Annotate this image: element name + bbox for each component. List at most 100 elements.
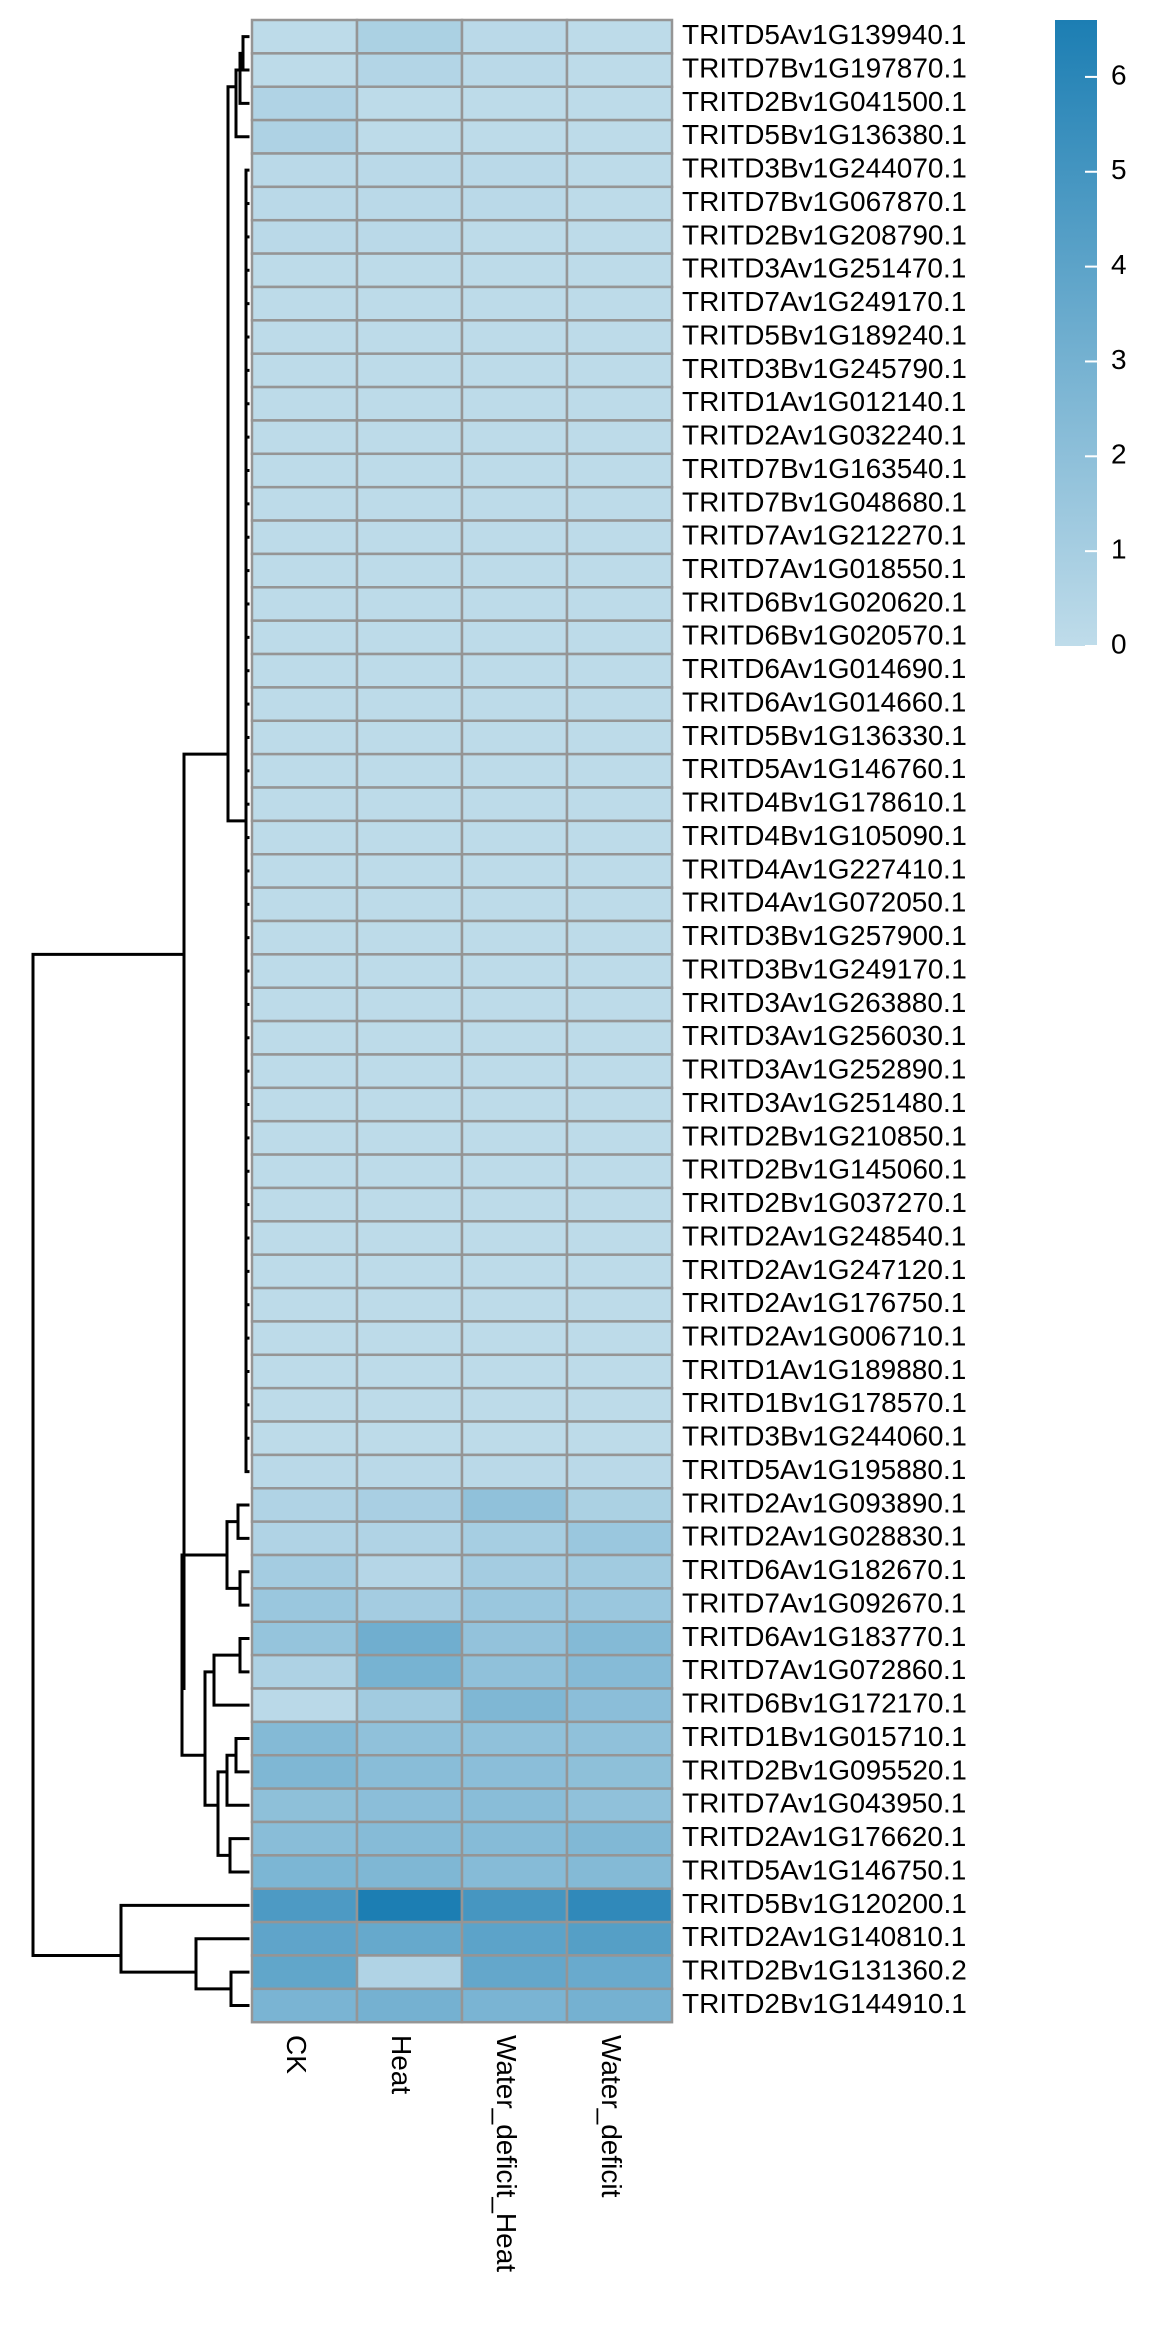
heatmap-cell bbox=[355, 1687, 464, 1724]
row-label: TRITD6Bv1G020620.1 bbox=[682, 586, 967, 617]
heatmap-cell bbox=[355, 52, 464, 88]
heatmap-cell bbox=[355, 919, 464, 956]
heatmap-cell bbox=[565, 1687, 674, 1724]
heatmap-cell bbox=[460, 986, 569, 1023]
row-label: TRITD1Av1G012140.1 bbox=[682, 386, 966, 417]
heatmap-cell bbox=[565, 1487, 674, 1523]
row-label: TRITD2Av1G032240.1 bbox=[682, 420, 966, 451]
heatmap-cell bbox=[250, 853, 359, 889]
heatmap-cell bbox=[565, 1153, 674, 1190]
heatmap-cell bbox=[250, 285, 359, 322]
heatmap-cell bbox=[355, 586, 464, 622]
heatmap-cell bbox=[460, 352, 569, 389]
row-label: TRITD6Av1G014660.1 bbox=[682, 686, 966, 717]
heatmap-cell bbox=[250, 1787, 359, 1824]
row-label: TRITD3Av1G252890.1 bbox=[682, 1054, 966, 1085]
colorbar-tick-label: 2 bbox=[1111, 439, 1127, 470]
heatmap-cell bbox=[250, 986, 359, 1023]
dendrogram-branch bbox=[216, 1770, 232, 1857]
row-label: TRITD2Av1G176750.1 bbox=[682, 1287, 966, 1318]
heatmap-cell bbox=[355, 1086, 464, 1123]
row-label: TRITD2Av1G140810.1 bbox=[682, 1921, 966, 1952]
heatmap-cell bbox=[355, 552, 464, 589]
heatmap-cell bbox=[355, 1720, 464, 1757]
heatmap-cell bbox=[460, 1620, 569, 1657]
row-labels: TRITD5Av1G139940.1TRITD7Bv1G197870.1TRIT… bbox=[682, 19, 967, 2019]
heatmap-cell bbox=[460, 285, 569, 322]
heatmap-cell bbox=[460, 1487, 569, 1523]
heatmap-cell bbox=[565, 786, 674, 823]
heatmap-cell bbox=[565, 719, 674, 756]
heatmap-cell bbox=[565, 352, 674, 389]
heatmap-cell bbox=[460, 1653, 569, 1690]
heatmap-cell bbox=[355, 185, 464, 222]
heatmap-cell bbox=[250, 85, 359, 122]
column-labels: CK Heat Water_deficit_Heat Water_deficit bbox=[281, 2035, 627, 2272]
heatmap-cell bbox=[565, 218, 674, 255]
heatmap-cell bbox=[565, 1920, 674, 1957]
heatmap-cell bbox=[355, 452, 464, 489]
heatmap-cell bbox=[355, 519, 464, 556]
heatmap-cell bbox=[460, 1753, 569, 1790]
heatmap-cell bbox=[250, 1286, 359, 1323]
heatmap-cell bbox=[460, 1053, 569, 1090]
heatmap-cell bbox=[250, 1153, 359, 1190]
heatmap-cell bbox=[460, 552, 569, 589]
row-label: TRITD6Bv1G020570.1 bbox=[682, 620, 967, 651]
row-label: TRITD3Bv1G257900.1 bbox=[682, 920, 967, 951]
row-label: TRITD2Av1G093890.1 bbox=[682, 1487, 966, 1518]
heatmap-cell bbox=[250, 819, 359, 856]
row-label: TRITD5Bv1G120200.1 bbox=[682, 1888, 967, 1919]
heatmap-cell bbox=[355, 953, 464, 989]
heatmap-cell bbox=[250, 1086, 359, 1123]
heatmap-cell bbox=[355, 1887, 464, 1924]
heatmap-cell bbox=[460, 1820, 569, 1857]
row-label: TRITD6Bv1G172170.1 bbox=[682, 1688, 967, 1719]
heatmap-cell bbox=[565, 1820, 674, 1857]
colorbar-tick-label: 3 bbox=[1111, 344, 1127, 375]
row-label: TRITD3Bv1G245790.1 bbox=[682, 353, 967, 384]
heatmap-cell bbox=[250, 1587, 359, 1624]
heatmap-cell bbox=[355, 1487, 464, 1523]
colorbar-tick-label: 4 bbox=[1111, 249, 1127, 280]
row-label: TRITD2Av1G028830.1 bbox=[682, 1521, 966, 1552]
heatmap-cell bbox=[565, 1019, 674, 1056]
heatmap-cell bbox=[565, 385, 674, 422]
row-label: TRITD2Bv1G095520.1 bbox=[682, 1754, 967, 1785]
row-label: TRITD5Av1G139940.1 bbox=[682, 19, 966, 50]
row-label: TRITD2Bv1G210850.1 bbox=[682, 1120, 967, 1151]
row-label: TRITD2Av1G248540.1 bbox=[682, 1220, 966, 1251]
heatmap-cell bbox=[355, 85, 464, 122]
dendrogram-branch bbox=[119, 1903, 250, 1974]
row-label: TRITD4Av1G072050.1 bbox=[682, 887, 966, 918]
heatmap-cell bbox=[250, 1954, 359, 1991]
heatmap-cell bbox=[250, 118, 359, 155]
heatmap-cell bbox=[460, 252, 569, 289]
heatmap-cell bbox=[460, 1920, 569, 1957]
heatmap-cell bbox=[250, 1019, 359, 1056]
heatmap-cell bbox=[355, 1520, 464, 1557]
heatmap-cell bbox=[565, 853, 674, 889]
heatmap-cell bbox=[250, 1887, 359, 1924]
heatmap-cell bbox=[565, 1587, 674, 1624]
colorbar-tick-label: 1 bbox=[1111, 534, 1127, 565]
heatmap-cell bbox=[460, 185, 569, 222]
row-label: TRITD2Av1G006710.1 bbox=[682, 1321, 966, 1352]
row-label: TRITD5Bv1G136380.1 bbox=[682, 119, 967, 150]
heatmap-cell bbox=[460, 218, 569, 255]
heatmap-cell bbox=[355, 1119, 464, 1156]
row-label: TRITD5Av1G146750.1 bbox=[682, 1854, 966, 1885]
heatmap-cell bbox=[565, 1520, 674, 1557]
heatmap-cell bbox=[460, 18, 569, 55]
dendrogram-branch bbox=[212, 1653, 250, 1707]
dendrogram-branch bbox=[238, 51, 250, 105]
heatmap-cell bbox=[460, 1453, 569, 1490]
heatmap-cell bbox=[460, 1286, 569, 1323]
heatmap-cell bbox=[355, 1053, 464, 1090]
row-label: TRITD7Av1G092670.1 bbox=[682, 1587, 966, 1618]
heatmap-cell bbox=[460, 586, 569, 622]
heatmap-cell bbox=[355, 218, 464, 255]
row-label: TRITD1Bv1G015710.1 bbox=[682, 1721, 967, 1752]
dendrogram-branch bbox=[180, 1553, 229, 1757]
heatmap-cell bbox=[460, 1587, 569, 1624]
